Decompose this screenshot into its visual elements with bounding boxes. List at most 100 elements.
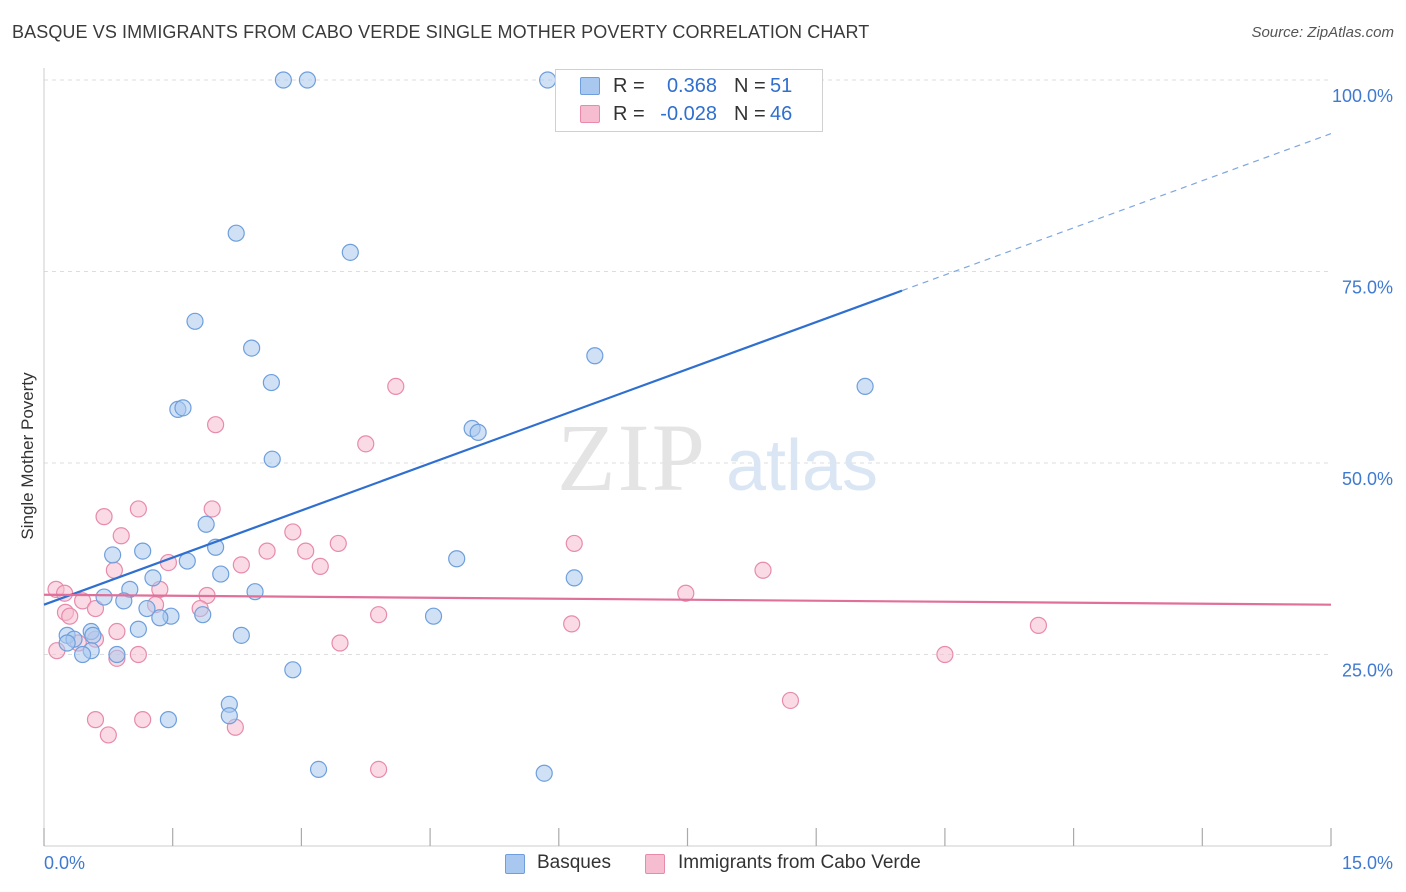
y-tick-label: 25.0%: [1342, 661, 1393, 681]
cabo-verde-point: [86, 711, 105, 729]
basques-point: [95, 588, 113, 606]
basques-point: [134, 542, 152, 560]
cabo-verde-point: [61, 607, 79, 625]
cabo-verde-point: [781, 691, 800, 710]
cabo-verde-point: [134, 711, 152, 729]
cabo-verde-point: [331, 634, 349, 652]
trend-lines: [43, 133, 1332, 606]
basques-point: [227, 224, 245, 242]
basques-point: [197, 515, 215, 533]
series-cabo-verde-points: [47, 377, 1048, 779]
basques-point: [274, 71, 292, 89]
cabo-verde-point: [329, 534, 347, 553]
axis-tick-labels: 25.0% 50.0% 75.0% 100.0% 0.0% 15.0%: [44, 86, 1393, 873]
n-value: 51: [770, 75, 793, 97]
basques-point: [586, 347, 604, 365]
n-label: N =: [734, 103, 766, 125]
cabo-verde-point: [112, 527, 130, 545]
cabo-verde-point: [357, 435, 375, 453]
legend-row-cabo-verde: R = -0.028 N = 46: [556, 100, 822, 128]
basques-point: [159, 711, 178, 729]
watermark: ZIP atlas: [557, 404, 878, 511]
basques-point: [74, 645, 92, 664]
basques-point: [58, 634, 76, 652]
cabo-verde-point: [129, 645, 147, 664]
cabo-verde-point: [203, 500, 221, 518]
cabo-verde-trend-line: [43, 593, 1332, 606]
basques-point: [565, 569, 583, 587]
basques-point: [220, 707, 238, 725]
basques-point: [84, 626, 102, 644]
cabo-verde-point: [74, 592, 92, 610]
basques-point: [341, 243, 359, 261]
basques-point: [262, 373, 280, 392]
n-label: N =: [734, 75, 766, 97]
basques-swatch: [580, 77, 600, 95]
basques-point: [151, 609, 169, 627]
y-axis-label: Single Mother Poverty: [18, 372, 37, 540]
y-tick-label: 75.0%: [1342, 278, 1393, 298]
axes: [43, 68, 1332, 847]
basques-point: [138, 599, 156, 618]
basques-point: [469, 423, 487, 441]
y-tick-label: 100.0%: [1332, 86, 1393, 106]
cabo-verde-point: [311, 557, 329, 576]
x-tick-label: 15.0%: [1342, 853, 1393, 873]
watermark-zip: ZIP: [557, 404, 707, 511]
cabo-verde-point: [108, 622, 126, 641]
basques-point: [115, 592, 133, 610]
cabo-verde-point: [936, 645, 954, 664]
cabo-verde-point: [258, 542, 276, 560]
basques-point: [108, 645, 126, 664]
cabo-verde-point: [754, 561, 772, 579]
basques-point: [309, 760, 328, 779]
basques-point: [448, 550, 466, 568]
cabo-verde-point: [387, 377, 405, 395]
legend-stats: R = 0.368 N = 51 R = -0.028 N = 46: [555, 69, 823, 132]
basques-point: [129, 620, 147, 638]
basques-point: [539, 71, 557, 89]
basques-point: [232, 626, 250, 644]
cabo-verde-point: [370, 606, 388, 624]
n-value: 46: [770, 103, 793, 125]
basques-trend-line: [43, 289, 903, 606]
basques-point: [186, 312, 204, 330]
series-basques-points: [58, 71, 874, 782]
source-label: Source: ZipAtlas.com: [1251, 24, 1394, 41]
cabo-verde-point: [284, 523, 302, 541]
cabo-verde-point: [207, 416, 225, 434]
basques-point: [104, 546, 122, 564]
legend-label: Basques: [537, 852, 611, 873]
basques-trend-extension: [901, 133, 1332, 292]
legend-label: Immigrants from Cabo Verde: [678, 852, 921, 873]
basques-point: [174, 399, 192, 417]
cabo-verde-point: [95, 508, 113, 526]
basques-point: [298, 71, 317, 89]
basques-point: [144, 569, 162, 587]
r-label: R =: [613, 103, 645, 125]
y-tick-label: 50.0%: [1342, 469, 1393, 489]
cabo-verde-point: [297, 542, 315, 560]
watermark-atlas: atlas: [726, 426, 878, 506]
basques-point: [535, 764, 553, 782]
cabo-verde-point: [99, 726, 117, 744]
basques-point: [263, 450, 281, 468]
basques-swatch: [505, 854, 525, 874]
cabo-verde-point: [677, 584, 695, 602]
cabo-verde-swatch: [645, 854, 665, 874]
basques-point: [284, 661, 302, 679]
r-value: 0.368: [666, 75, 717, 97]
r-label: R =: [613, 75, 645, 97]
cabo-verde-swatch: [580, 105, 600, 123]
basques-point: [194, 606, 212, 624]
basques-point: [212, 565, 230, 583]
cabo-verde-point: [129, 500, 147, 518]
cabo-verde-point: [565, 534, 583, 553]
cabo-verde-point: [232, 556, 250, 574]
cabo-verde-point: [1029, 616, 1048, 634]
legend-row-basques: R = 0.368 N = 51: [556, 72, 822, 100]
r-value: -0.028: [660, 103, 717, 125]
basques-point: [243, 339, 261, 357]
cabo-verde-point: [563, 615, 581, 633]
